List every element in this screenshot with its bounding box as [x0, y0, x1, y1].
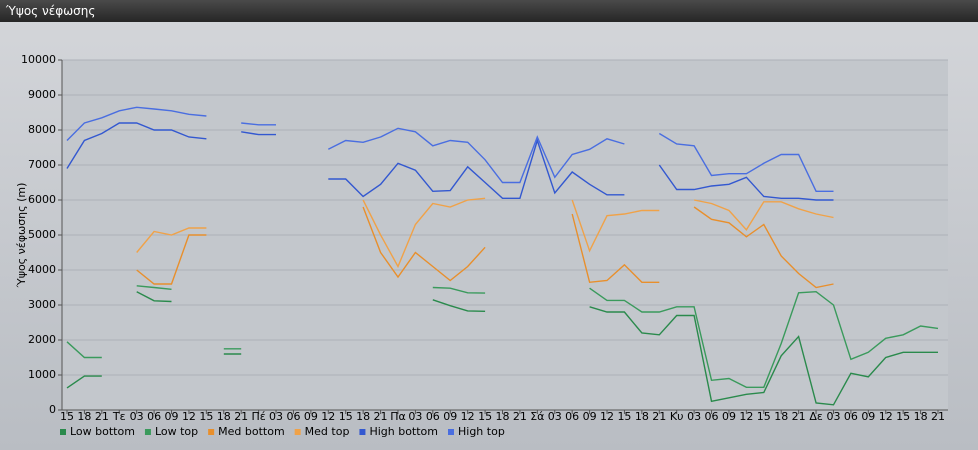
x-tick-label: 18: [77, 410, 91, 423]
y-tick-label: 7000: [28, 158, 56, 171]
legend-swatch: [359, 429, 366, 435]
series-line: [136, 206, 834, 289]
y-tick-label: 0: [49, 403, 56, 416]
x-tick-label: 03: [687, 410, 701, 423]
x-tick-label: 06: [844, 410, 858, 423]
x-tick-label: 18: [914, 410, 928, 423]
x-tick-label: 12: [739, 410, 753, 423]
series-line: [66, 291, 938, 406]
legend-label: High bottom: [369, 425, 438, 438]
y-tick-label: 5000: [28, 228, 56, 241]
x-tick-label: 15: [339, 410, 353, 423]
legend-label: Med bottom: [218, 425, 285, 438]
x-tick-label: Πέ: [252, 410, 266, 423]
x-tick-label: 03: [269, 410, 283, 423]
x-tick-label: 06: [565, 410, 579, 423]
x-tick-label: 03: [130, 410, 144, 423]
x-tick-label: 12: [321, 410, 335, 423]
y-tick-label: 10000: [21, 53, 56, 66]
y-tick-label: 3000: [28, 298, 56, 311]
series-line: [66, 122, 834, 201]
x-tick-label: 09: [165, 410, 179, 423]
x-tick-label: 18: [774, 410, 788, 423]
y-tick-label: 9000: [28, 88, 56, 101]
x-tick-label: 09: [304, 410, 318, 423]
x-tick-label: 18: [635, 410, 649, 423]
x-tick-label: 12: [600, 410, 614, 423]
legend-swatch: [448, 429, 454, 435]
x-tick-label: 12: [461, 410, 475, 423]
series-line: [66, 106, 834, 192]
x-tick-label: 21: [374, 410, 388, 423]
x-tick-label: 21: [95, 410, 109, 423]
x-tick-label: 21: [234, 410, 248, 423]
x-tick-label: 06: [286, 410, 300, 423]
y-tick-label: 1000: [28, 368, 56, 381]
x-tick-label: Πα: [390, 410, 406, 423]
y-tick-label: 6000: [28, 193, 56, 206]
legend-label: Low top: [155, 425, 198, 438]
x-tick-label: 06: [426, 410, 440, 423]
legend-swatch: [294, 429, 301, 435]
x-tick-label: 21: [931, 410, 945, 423]
x-tick-label: 09: [722, 410, 736, 423]
x-tick-label: 03: [826, 410, 840, 423]
y-tick-label: 2000: [28, 333, 56, 346]
x-tick-label: 21: [513, 410, 527, 423]
x-tick-label: 15: [199, 410, 213, 423]
x-tick-label: 12: [879, 410, 893, 423]
x-tick-label: 15: [896, 410, 910, 423]
x-tick-label: 03: [548, 410, 562, 423]
y-axis-label: Ύψος νέφωσης (m): [15, 183, 28, 289]
legend-label: Low bottom: [70, 425, 135, 438]
legend-label: High top: [458, 425, 505, 438]
x-tick-label: 18: [496, 410, 510, 423]
x-tick-label: 15: [757, 410, 771, 423]
x-tick-label: 03: [408, 410, 422, 423]
x-tick-label: 15: [617, 410, 631, 423]
y-tick-label: 8000: [28, 123, 56, 136]
legend-swatch: [60, 429, 66, 435]
x-tick-label: Σά: [530, 410, 544, 423]
x-tick-label: 15: [478, 410, 492, 423]
x-tick-label: 21: [792, 410, 806, 423]
x-tick-label: 09: [861, 410, 875, 423]
x-tick-label: 12: [182, 410, 196, 423]
x-tick-label: 15: [60, 410, 74, 423]
x-tick-label: 09: [443, 410, 457, 423]
x-tick-label: Δε: [809, 410, 823, 423]
y-tick-label: 4000: [28, 263, 56, 276]
x-tick-label: 06: [705, 410, 719, 423]
legend-swatch: [208, 429, 215, 435]
x-tick-label: Τε: [112, 410, 126, 423]
x-tick-label: 18: [217, 410, 231, 423]
x-tick-label: 21: [652, 410, 666, 423]
series-line: [136, 197, 834, 269]
legend-swatch: [144, 429, 151, 435]
x-tick-label: Κυ: [670, 410, 684, 423]
window-title: Ύψος νέφωσης: [0, 0, 978, 22]
x-tick-label: 09: [583, 410, 597, 423]
legend-label: Med top: [305, 425, 350, 438]
series-line: [66, 285, 939, 388]
x-tick-label: 06: [147, 410, 161, 423]
x-tick-label: 18: [356, 410, 370, 423]
